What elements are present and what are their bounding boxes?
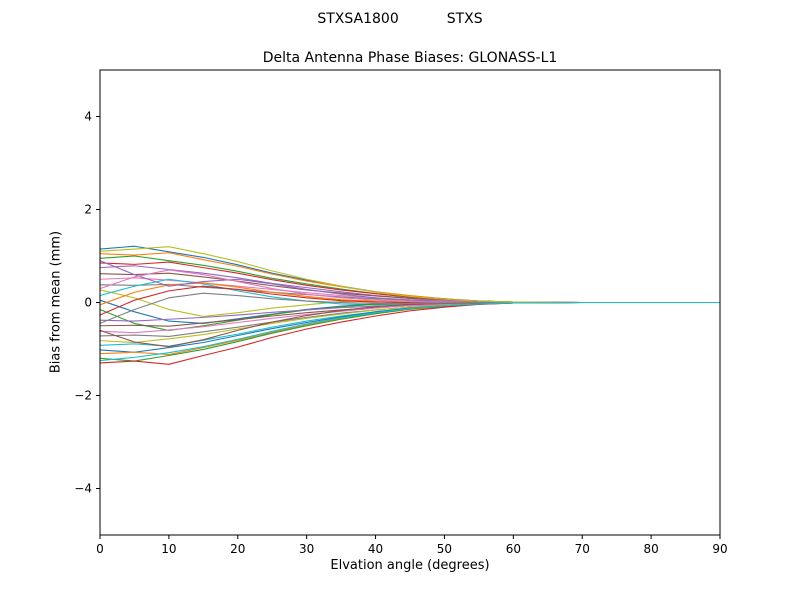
x-tick-label: 60 bbox=[506, 542, 521, 556]
x-tick-label: 30 bbox=[299, 542, 314, 556]
series-line bbox=[99, 301, 721, 356]
y-tick-label: 4 bbox=[84, 110, 92, 124]
x-tick-label: 80 bbox=[643, 542, 658, 556]
x-tick-label: 20 bbox=[230, 542, 245, 556]
x-axis-label: Elvation angle (degrees) bbox=[330, 558, 490, 573]
y-tick-label: −4 bbox=[74, 482, 92, 496]
x-tick-label: 40 bbox=[368, 542, 383, 556]
suptitle-site: STXS bbox=[446, 11, 483, 27]
x-tick-label: 50 bbox=[437, 542, 452, 556]
x-tick-label: 90 bbox=[712, 542, 727, 556]
y-tick-label: 2 bbox=[84, 203, 92, 217]
y-tick-label: −2 bbox=[74, 389, 92, 403]
suptitle-antenna: STXSA1800 bbox=[317, 11, 399, 27]
axes-title: Delta Antenna Phase Biases: GLONASS-L1 bbox=[262, 50, 558, 66]
y-tick-label: 0 bbox=[84, 296, 92, 310]
figure-suptitle: STXSA1800 STXS bbox=[0, 10, 800, 28]
x-tick-label: 0 bbox=[96, 542, 104, 556]
x-tick-label: 70 bbox=[575, 542, 590, 556]
series-line bbox=[99, 301, 721, 362]
x-tick-label: 10 bbox=[161, 542, 176, 556]
